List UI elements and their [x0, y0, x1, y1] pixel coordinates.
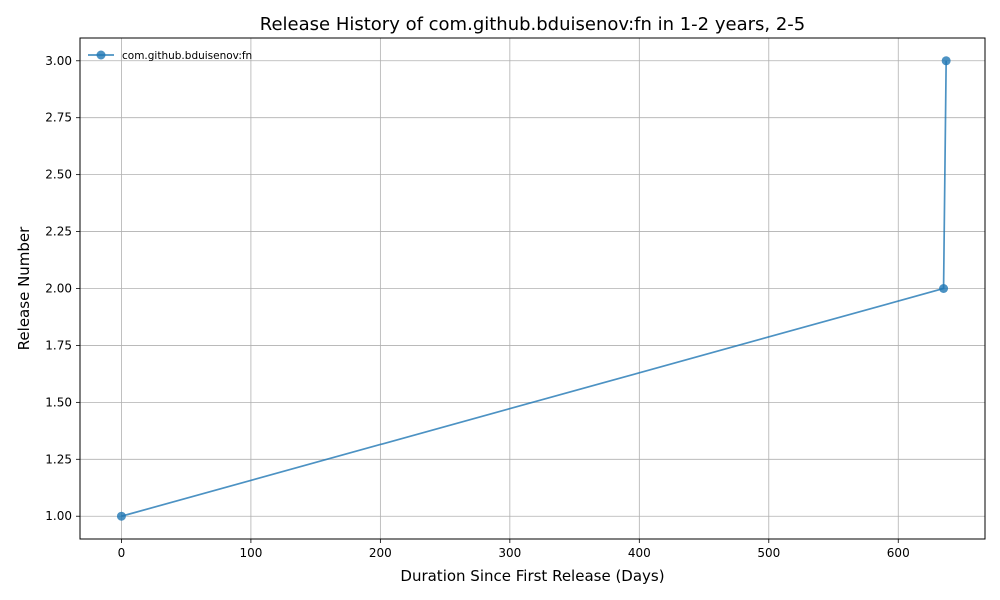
data-point [942, 56, 951, 65]
y-tick-label: 2.50 [45, 168, 72, 182]
y-tick-label: 1.50 [45, 395, 72, 409]
x-tick-label: 400 [628, 546, 651, 560]
chart-title: Release History of com.github.bduisenov:… [260, 14, 805, 35]
y-axis-label: Release Number [15, 226, 33, 350]
y-tick-label: 1.25 [45, 452, 72, 466]
y-tick-label: 1.75 [45, 338, 72, 352]
y-tick-label: 3.00 [45, 54, 72, 68]
x-tick-label: 600 [887, 546, 910, 560]
data-point [939, 284, 948, 293]
data-point [117, 512, 126, 521]
x-tick-label: 100 [239, 546, 262, 560]
legend-series-label: com.github.bduisenov:fn [122, 50, 252, 62]
x-tick-label: 300 [498, 546, 521, 560]
y-tick-label: 1.00 [45, 509, 72, 523]
y-tick-label: 2.75 [45, 111, 72, 125]
legend-marker-sample [97, 51, 106, 60]
x-tick-label: 200 [369, 546, 392, 560]
y-tick-label: 2.25 [45, 225, 72, 239]
x-tick-label: 500 [757, 546, 780, 560]
y-tick-label: 2.00 [45, 282, 72, 296]
x-axis-label: Duration Since First Release (Days) [400, 567, 664, 585]
x-tick-label: 0 [118, 546, 126, 560]
